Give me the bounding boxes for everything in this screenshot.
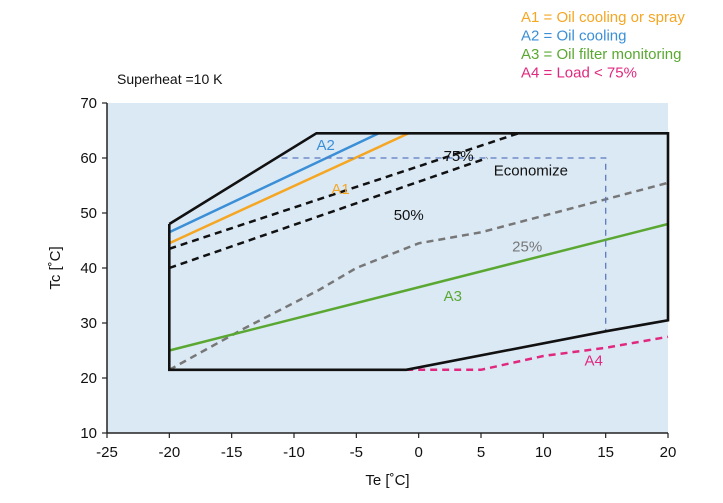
x-tick-label: -15 (221, 444, 243, 461)
economize-line (281, 157, 607, 332)
y-tick-label: 60 (80, 150, 97, 167)
x-tick-label: 20 (660, 444, 677, 461)
chart-subtitle: Superheat =10 K (117, 71, 223, 87)
x-tick-label: -10 (283, 444, 305, 461)
series-line-50 (168, 156, 488, 270)
x-tick-label: -5 (350, 444, 363, 461)
series-line-a3 (168, 222, 669, 352)
series-line-a1 (168, 132, 410, 245)
series-line-a2 (168, 132, 380, 234)
series-label-a4: A4 (584, 352, 602, 369)
legend-entry: A3 = Oil filter monitoring (521, 46, 681, 63)
y-tick-label: 20 (80, 370, 97, 387)
x-axis-title: Te [˚C] (365, 472, 409, 489)
series-label-25: 25% (512, 239, 542, 256)
envelope-line (168, 132, 670, 372)
legend-entry: A4 = Load < 75% (521, 65, 637, 82)
series-label-a1: A1 (331, 181, 349, 198)
y-tick-label: 70 (80, 95, 97, 112)
x-tick-label: -20 (158, 444, 180, 461)
series-line-a4 (406, 335, 669, 372)
series-line-75 (168, 132, 519, 250)
x-tick-label: 0 (414, 444, 422, 461)
series-label-75: 75% (444, 148, 474, 165)
y-tick-label: 50 (80, 205, 97, 222)
y-tick-label: 40 (80, 260, 97, 277)
series-label-50: 50% (394, 207, 424, 224)
x-tick-label: 10 (535, 444, 552, 461)
series-label-a2: A2 (316, 137, 334, 154)
x-tick-label: 5 (477, 444, 485, 461)
series-label-a3: A3 (444, 288, 462, 305)
y-axis-title: Tc [˚C] (47, 246, 64, 289)
legend-entry: A1 = Oil cooling or spray (521, 9, 685, 26)
x-tick-label: -25 (96, 444, 118, 461)
legend-entry: A2 = Oil cooling (521, 28, 626, 45)
series-line-25 (168, 181, 669, 371)
y-tick-label: 10 (80, 425, 97, 442)
x-tick-label: 15 (597, 444, 614, 461)
plot-area (107, 103, 668, 433)
y-tick-label: 30 (80, 315, 97, 332)
economize-label: Economize (494, 163, 568, 180)
